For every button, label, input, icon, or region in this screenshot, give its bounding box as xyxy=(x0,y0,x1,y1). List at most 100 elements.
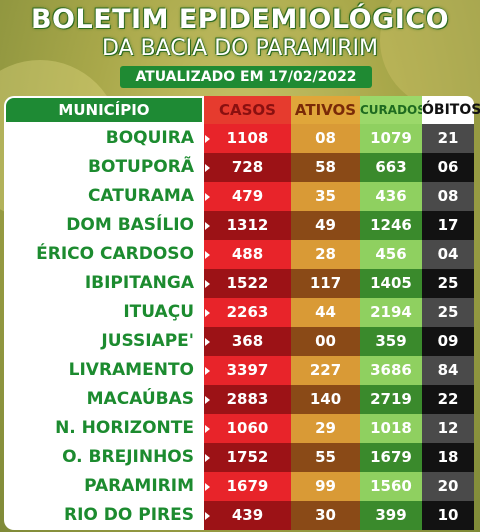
recovered-value: 2194 xyxy=(360,298,422,327)
municipality-name: MACAÚBAS xyxy=(86,389,194,409)
recovered-value: 1405 xyxy=(360,269,422,298)
page-subtitle: DA BACIA DO PARAMIRIM xyxy=(101,36,379,61)
column-header-curados: CURADOS xyxy=(360,96,426,124)
cases-value: 1679 xyxy=(204,472,291,501)
active-value: 117 xyxy=(291,269,360,298)
column-header-obitos: ÓBITOS xyxy=(422,96,480,124)
deaths-value: 25 xyxy=(422,298,474,327)
active-value: 08 xyxy=(291,124,360,153)
table-row: MACAÚBAS 2883 140 2719 22 xyxy=(4,385,474,414)
table-row: ITUAÇU 2263 44 2194 25 xyxy=(4,298,474,327)
active-value: 00 xyxy=(291,327,360,356)
cases-value: 1108 xyxy=(204,124,291,153)
table-row: DOM BASÍLIO 1312 49 1246 17 xyxy=(4,211,474,240)
municipality-name: BOTUPORÃ xyxy=(88,157,194,177)
active-value: 227 xyxy=(291,356,360,385)
deaths-value: 17 xyxy=(422,211,474,240)
row-arrow-icon xyxy=(205,222,210,230)
cases-value: 1060 xyxy=(204,414,291,443)
recovered-value: 399 xyxy=(360,501,422,530)
active-value: 35 xyxy=(291,182,360,211)
column-header-ativos: ATIVOS xyxy=(291,96,360,124)
bulletin-table: MUNICÍPIO CASOS ATIVOS CURADOS ÓBITOS BO… xyxy=(4,96,480,530)
deaths-value: 09 xyxy=(422,327,474,356)
deaths-value: 08 xyxy=(422,182,474,211)
column-header-municipio: MUNICÍPIO xyxy=(6,98,202,122)
recovered-value: 359 xyxy=(360,327,422,356)
municipality-name: N. HORIZONTE xyxy=(55,418,194,438)
cases-value: 1752 xyxy=(204,443,291,472)
table-row: ÉRICO CARDOSO 488 28 456 04 xyxy=(4,240,474,269)
deaths-value: 21 xyxy=(422,124,474,153)
municipality-column-background xyxy=(4,96,204,530)
municipality-name: O. BREJINHOS xyxy=(62,447,194,467)
recovered-value: 1018 xyxy=(360,414,422,443)
recovered-value: 663 xyxy=(360,153,422,182)
deaths-value: 10 xyxy=(422,501,474,530)
row-arrow-icon xyxy=(205,135,210,143)
table-row: RIO DO PIRES 439 30 399 10 xyxy=(4,501,474,530)
cases-value: 488 xyxy=(204,240,291,269)
municipality-name: DOM BASÍLIO xyxy=(66,215,194,235)
active-value: 99 xyxy=(291,472,360,501)
recovered-value: 1246 xyxy=(360,211,422,240)
deaths-value: 04 xyxy=(422,240,474,269)
municipality-name: ITUAÇU xyxy=(123,302,194,322)
table-row: N. HORIZONTE 1060 29 1018 12 xyxy=(4,414,474,443)
table-row: O. BREJINHOS 1752 55 1679 18 xyxy=(4,443,474,472)
recovered-value: 2719 xyxy=(360,385,422,414)
row-arrow-icon xyxy=(205,483,210,491)
municipality-name: JUSSIAPE' xyxy=(101,331,194,351)
recovered-value: 436 xyxy=(360,182,422,211)
deaths-value: 18 xyxy=(422,443,474,472)
page-title: BOLETIM EPIDEMIOLÓGICO xyxy=(30,4,450,35)
recovered-value: 1560 xyxy=(360,472,422,501)
active-value: 49 xyxy=(291,211,360,240)
active-value: 44 xyxy=(291,298,360,327)
row-arrow-icon xyxy=(205,367,210,375)
active-value: 29 xyxy=(291,414,360,443)
cases-value: 2263 xyxy=(204,298,291,327)
municipality-name: CATURAMA xyxy=(87,186,194,206)
recovered-value: 3686 xyxy=(360,356,422,385)
municipality-name: LIVRAMENTO xyxy=(68,360,194,380)
cases-value: 2883 xyxy=(204,385,291,414)
row-arrow-icon xyxy=(205,280,210,288)
cases-value: 439 xyxy=(204,501,291,530)
cases-value: 368 xyxy=(204,327,291,356)
municipality-name: IBIPITANGA xyxy=(84,273,194,293)
deaths-value: 12 xyxy=(422,414,474,443)
deaths-value: 25 xyxy=(422,269,474,298)
table-row: CATURAMA 479 35 436 08 xyxy=(4,182,474,211)
table-row: BOQUIRA 1108 08 1079 21 xyxy=(4,124,474,153)
active-value: 28 xyxy=(291,240,360,269)
row-arrow-icon xyxy=(205,338,210,346)
row-arrow-icon xyxy=(205,193,210,201)
recovered-value: 1079 xyxy=(360,124,422,153)
row-arrow-icon xyxy=(205,309,210,317)
row-arrow-icon xyxy=(205,425,210,433)
row-arrow-icon xyxy=(205,164,210,172)
row-arrow-icon xyxy=(205,454,210,462)
table-row: LIVRAMENTO 3397 227 3686 84 xyxy=(4,356,474,385)
recovered-value: 456 xyxy=(360,240,422,269)
row-arrow-icon xyxy=(205,512,210,520)
table-row: PARAMIRIM 1679 99 1560 20 xyxy=(4,472,474,501)
active-value: 140 xyxy=(291,385,360,414)
column-header-casos: CASOS xyxy=(204,96,291,124)
cases-value: 728 xyxy=(204,153,291,182)
update-date-badge: ATUALIZADO EM 17/02/2022 xyxy=(120,66,372,88)
recovered-value: 1679 xyxy=(360,443,422,472)
active-value: 58 xyxy=(291,153,360,182)
municipality-name: BOQUIRA xyxy=(105,128,194,148)
table-row: IBIPITANGA 1522 117 1405 25 xyxy=(4,269,474,298)
cases-value: 479 xyxy=(204,182,291,211)
deaths-value: 20 xyxy=(422,472,474,501)
table-row: BOTUPORÃ 728 58 663 06 xyxy=(4,153,474,182)
municipality-name: ÉRICO CARDOSO xyxy=(36,244,194,264)
row-arrow-icon xyxy=(205,396,210,404)
active-value: 30 xyxy=(291,501,360,530)
deaths-value: 22 xyxy=(422,385,474,414)
deaths-value: 06 xyxy=(422,153,474,182)
deaths-value: 84 xyxy=(422,356,474,385)
